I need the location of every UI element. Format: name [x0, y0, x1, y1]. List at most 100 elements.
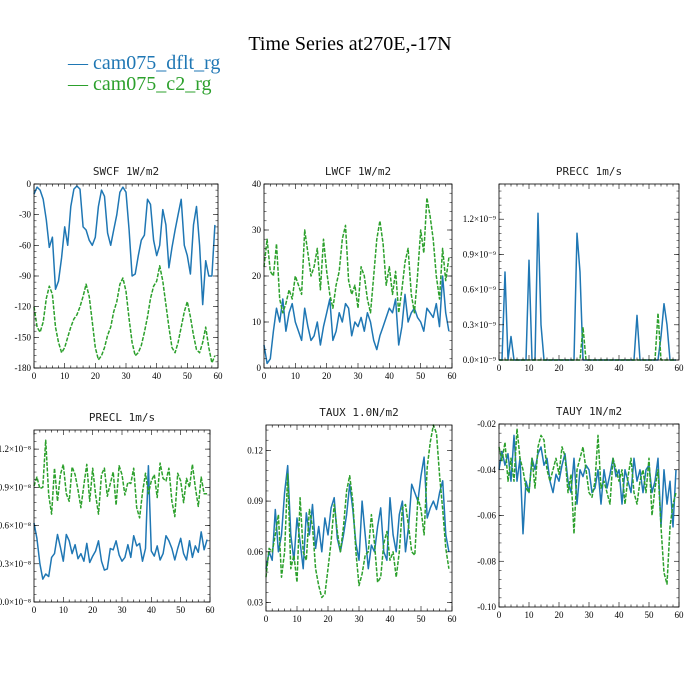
y-tick-label: 0: [27, 179, 32, 189]
panel-title: LWCF 1W/m2: [325, 165, 391, 178]
y-tick-label: 0.0×10⁻⁸: [0, 597, 31, 607]
y-tick-label: 0.03: [247, 598, 263, 608]
x-tick-label: 60: [214, 371, 224, 381]
x-tick-label: 10: [525, 363, 535, 373]
series-line-1: [265, 456, 450, 570]
panel-title: PRECL 1m/s: [89, 411, 155, 424]
x-tick-label: 40: [386, 614, 396, 624]
series-line-1: [33, 464, 208, 580]
chart-panel-2: LWCF 1W/m2 0 10 20 30 40 50 60 0 10 20 30 40: [252, 165, 457, 381]
x-tick-label: 10: [293, 614, 303, 624]
y-tick-label: 0.6×10⁻⁸: [0, 521, 31, 531]
x-tick-label: 30: [355, 614, 365, 624]
chart-panel-5: TAUX 1.0N/m2 0 10 20 30 40 50 60 0.03 0.06 0.09 0.1…: [247, 406, 457, 624]
chart-panel-4: PRECL 1m/s 0 10 20 30 40 50 60 0.0×10⁻⁸ 0.3×10⁻⁸ 0…: [0, 411, 215, 615]
series-line-2: [33, 439, 208, 519]
x-tick-label: 50: [176, 605, 186, 615]
series-line-2: [498, 427, 677, 585]
x-tick-label: 10: [525, 610, 535, 620]
series-line-2: [33, 265, 216, 364]
y-tick-label: 30: [252, 225, 262, 235]
chart-panel-6: TAUY 1N/m2 0 10 20 30 40 50 60 -0.02 -0.04 -0.06 -0…: [477, 405, 684, 620]
x-tick-label: 20: [324, 614, 334, 624]
x-tick-label: 0: [32, 371, 37, 381]
x-tick-label: 60: [448, 614, 458, 624]
x-tick-label: 20: [88, 605, 98, 615]
y-tick-label: 40: [252, 179, 262, 189]
chart-panel-1: SWCF 1W/m2 0 10 20 30 40 50 60 0 -30 -60 -90 -120 -15…: [15, 165, 224, 381]
series-line-1: [499, 212, 676, 361]
y-tick-label: 0.3×10⁻⁹: [463, 320, 496, 330]
x-tick-label: 60: [206, 605, 216, 615]
y-tick-label: 20: [252, 271, 262, 281]
series-line-1: [263, 275, 450, 365]
figure-title: Time Series at270E,-17N: [248, 33, 451, 55]
y-tick-label: -0.08: [477, 556, 496, 566]
y-tick-label: 0.3×10⁻⁸: [0, 559, 31, 569]
y-tick-label: 10: [252, 317, 262, 327]
y-tick-label: -0.04: [477, 465, 496, 475]
x-tick-label: 60: [675, 363, 685, 373]
y-tick-label: 0.9×10⁻⁸: [0, 482, 31, 492]
x-tick-label: 30: [354, 371, 364, 381]
series-line-2: [265, 424, 450, 599]
x-tick-label: 0: [262, 371, 267, 381]
plot-frame: [33, 429, 211, 603]
x-tick-label: 40: [615, 363, 625, 373]
x-tick-label: 50: [416, 371, 426, 381]
x-tick-label: 10: [59, 605, 69, 615]
legend-entry-1: — cam075_dflt_rg: [67, 52, 220, 74]
panel-title: SWCF 1W/m2: [93, 165, 159, 178]
y-tick-label: -0.10: [477, 602, 496, 612]
y-tick-label: 0.6×10⁻⁹: [463, 285, 496, 295]
y-tick-label: 0.12: [247, 445, 263, 455]
x-tick-label: 20: [555, 363, 565, 373]
plot-frame: [33, 183, 219, 369]
panels-group: SWCF 1W/m2 0 10 20 30 40 50 60 0 -30 -60 -90 -120 -15…: [0, 165, 684, 624]
x-tick-label: 10: [60, 371, 70, 381]
y-tick-label: -90: [19, 271, 31, 281]
y-tick-label: 0.06: [247, 547, 263, 557]
x-tick-label: 40: [147, 605, 157, 615]
y-tick-label: 0: [257, 363, 262, 373]
y-tick-label: 0.0×10⁻⁹: [463, 355, 496, 365]
plot-frame: [263, 183, 453, 369]
panel-title: PRECC 1m/s: [556, 165, 622, 178]
x-tick-label: 30: [118, 605, 128, 615]
x-tick-label: 0: [497, 363, 502, 373]
y-tick-label: -60: [19, 240, 31, 250]
panel-title: TAUX 1.0N/m2: [319, 406, 398, 419]
x-tick-label: 0: [264, 614, 269, 624]
x-tick-label: 60: [675, 610, 685, 620]
y-tick-label: -150: [15, 332, 32, 342]
x-tick-label: 0: [497, 610, 502, 620]
x-tick-label: 60: [448, 371, 458, 381]
x-tick-label: 50: [645, 363, 655, 373]
x-tick-label: 10: [291, 371, 301, 381]
x-tick-label: 30: [585, 363, 595, 373]
x-tick-label: 30: [122, 371, 132, 381]
x-tick-label: 30: [585, 610, 595, 620]
x-tick-label: 40: [615, 610, 625, 620]
y-tick-label: -0.06: [477, 511, 496, 521]
x-tick-label: 20: [555, 610, 565, 620]
plot-frame: [498, 423, 680, 608]
x-tick-label: 50: [645, 610, 655, 620]
x-tick-label: 40: [152, 371, 162, 381]
x-tick-label: 0: [32, 605, 37, 615]
y-tick-label: 1.2×10⁻⁸: [0, 444, 31, 454]
plot-frame: [498, 183, 680, 361]
x-tick-label: 50: [183, 371, 193, 381]
series-line-1: [33, 185, 216, 306]
panel-title: TAUY 1N/m2: [556, 405, 622, 418]
chart-panel-3: PRECC 1m/s 0 10 20 30 40 50 60 0.0×10⁻⁹ 0.3×10⁻⁹ 0…: [463, 165, 684, 373]
legend-entry-2: — cam075_c2_rg: [67, 73, 212, 95]
y-tick-label: -0.02: [477, 419, 496, 429]
x-tick-label: 20: [322, 371, 332, 381]
y-tick-label: 0.9×10⁻⁹: [463, 249, 496, 259]
y-tick-label: 0.09: [247, 496, 263, 506]
x-tick-label: 50: [417, 614, 427, 624]
x-tick-label: 40: [385, 371, 395, 381]
y-tick-label: -30: [19, 210, 31, 220]
